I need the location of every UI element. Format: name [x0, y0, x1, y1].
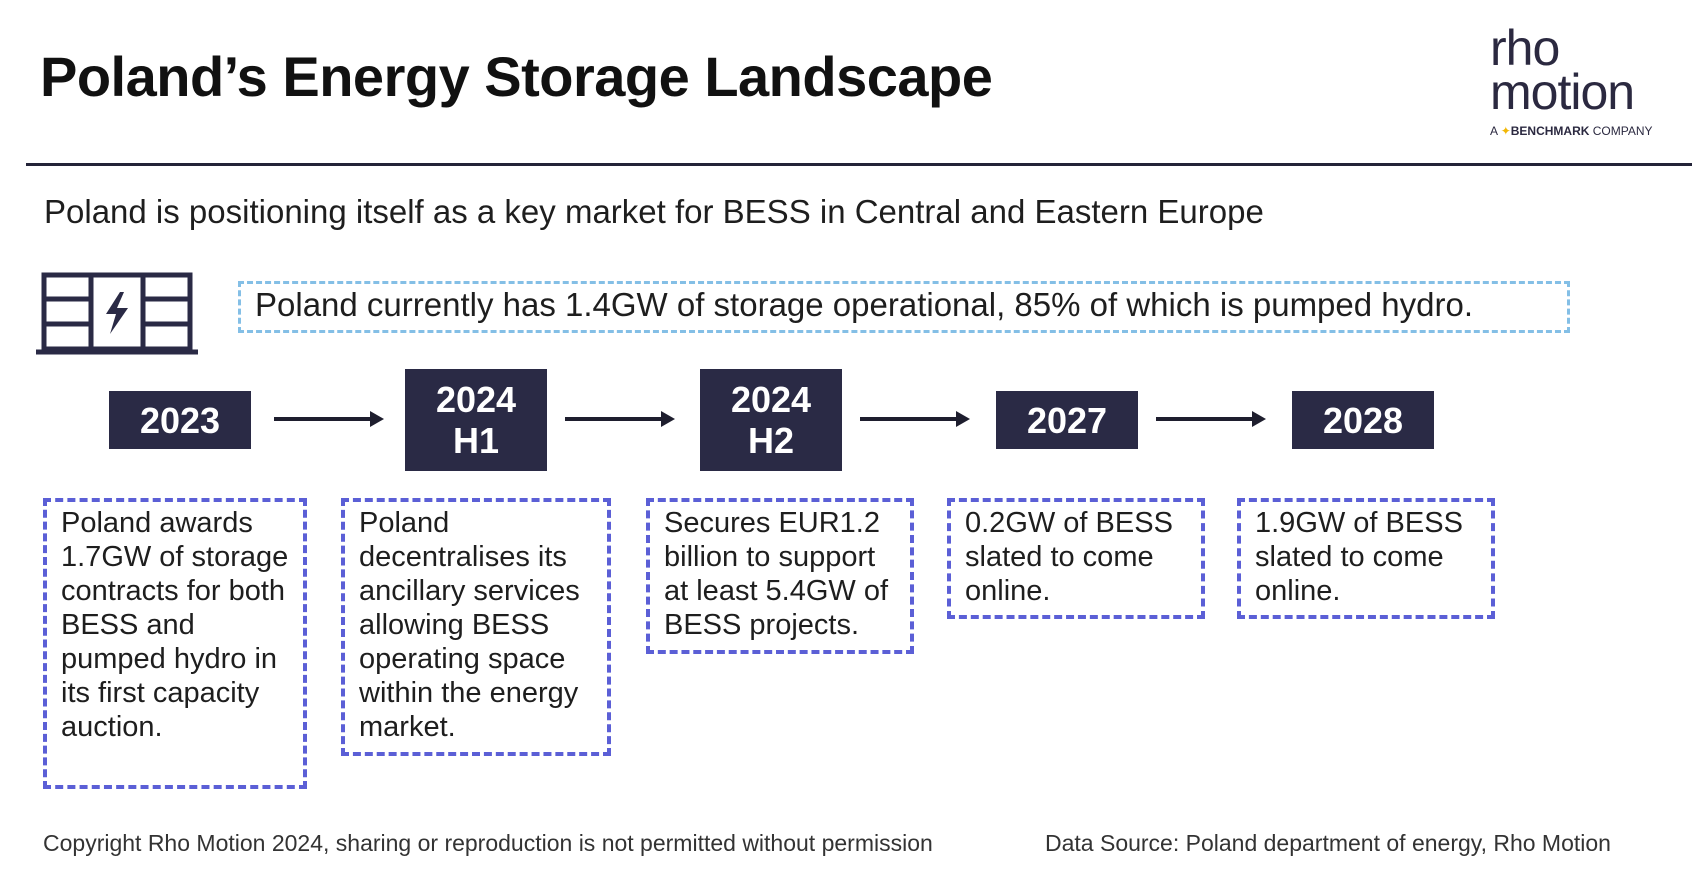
- timeline-year-2024-h1: 2024 H1: [405, 369, 547, 471]
- subtitle: Poland is positioning itself as a key ma…: [44, 193, 1264, 230]
- rho-motion-logo: rho motion A ✦BENCHMARK COMPANY: [1490, 20, 1690, 141]
- timeline-year-2027: 2027: [996, 391, 1138, 449]
- year-label: 2024: [435, 379, 517, 420]
- year-label: 2027: [1026, 399, 1108, 441]
- title-divider: [26, 163, 1692, 166]
- operational-capacity-banner: Poland currently has 1.4GW of storage op…: [238, 281, 1570, 333]
- benchmark-mark-icon: ✦: [1500, 124, 1511, 138]
- logo-tag-suffix: COMPANY: [1592, 124, 1653, 138]
- timeline-card-2028: 1.9GW of BESS slated to come online.: [1237, 498, 1495, 619]
- year-label: 2023: [139, 399, 221, 441]
- data-source: Data Source: Poland department of energy…: [1045, 830, 1611, 856]
- logo-tagline: A ✦BENCHMARK COMPANY: [1490, 124, 1690, 138]
- page-title: Poland’s Energy Storage Landscape: [40, 45, 993, 108]
- logo-line-1: rho: [1490, 20, 1560, 76]
- logo-tag-prefix: A: [1490, 124, 1498, 138]
- copyright-notice: Copyright Rho Motion 2024, sharing or re…: [43, 830, 933, 856]
- timeline-card-2023: Poland awards 1.7GW of storage contracts…: [43, 498, 307, 789]
- period-label: H2: [747, 420, 795, 461]
- arrow-right-icon: [1156, 411, 1266, 427]
- logo-line-2: motion: [1490, 64, 1635, 120]
- year-label: 2024: [730, 379, 812, 420]
- arrow-right-icon: [274, 411, 384, 427]
- timeline-year-2023: 2023: [109, 391, 251, 449]
- timeline-card-2024-h2: Secures EUR1.2 billion to support at lea…: [646, 498, 914, 654]
- year-label: 2028: [1322, 399, 1404, 441]
- timeline-year-2024-h2: 2024 H2: [700, 369, 842, 471]
- arrow-right-icon: [860, 411, 970, 427]
- timeline-card-2027: 0.2GW of BESS slated to come online.: [947, 498, 1205, 619]
- timeline-year-2028: 2028: [1292, 391, 1434, 449]
- battery-storage-icon: [36, 272, 198, 355]
- timeline-card-2024-h1: Poland decentralises its ancillary servi…: [341, 498, 611, 756]
- logo-tag-brand: BENCHMARK: [1510, 124, 1590, 138]
- period-label: H1: [452, 420, 500, 461]
- arrow-right-icon: [565, 411, 675, 427]
